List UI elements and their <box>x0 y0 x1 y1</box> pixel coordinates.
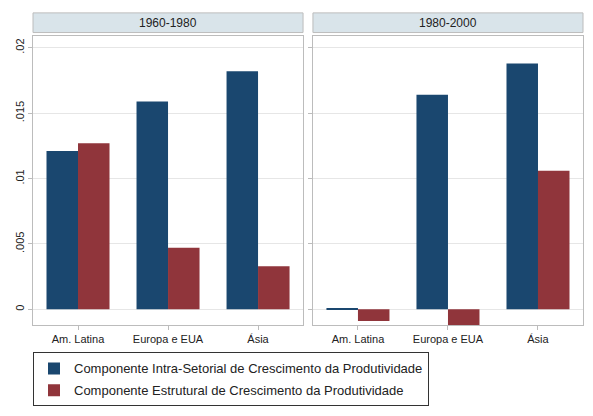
svg-text:.02: .02 <box>14 38 26 53</box>
svg-text:Ásia: Ásia <box>527 333 549 345</box>
svg-text:Am. Latina: Am. Latina <box>332 333 385 345</box>
svg-text:0: 0 <box>14 305 26 311</box>
svg-text:Componente Intra-Setorial de C: Componente Intra-Setorial de Crescimento… <box>74 361 422 376</box>
svg-text:Europa e EUA: Europa e EUA <box>133 333 204 345</box>
svg-text:1960-1980: 1960-1980 <box>139 16 197 30</box>
svg-text:.015: .015 <box>14 101 26 122</box>
svg-text:.01: .01 <box>14 169 26 184</box>
svg-text:Europa e EUA: Europa e EUA <box>413 333 484 345</box>
svg-text:Ásia: Ásia <box>247 333 269 345</box>
svg-text:Am. Latina: Am. Latina <box>52 333 105 345</box>
svg-text:1980-2000: 1980-2000 <box>419 16 477 30</box>
svg-text:.005: .005 <box>14 232 26 253</box>
svg-text:Componente Estrutural de Cresc: Componente Estrutural de Crescimento da … <box>74 383 404 398</box>
